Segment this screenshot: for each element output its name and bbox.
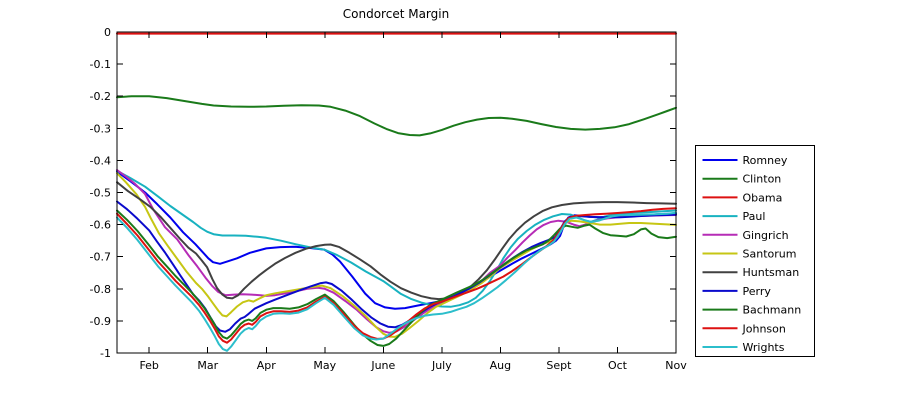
legend-label-gingrich: Gingrich (743, 229, 789, 242)
legend-item: Johnson (702, 322, 786, 335)
legend-box (695, 145, 815, 357)
y-axis-labels: 0 -0.1 -0.2 -0.3 -0.4 -0.5 -0.6 -0.7 -0.8 -0.9 -1 (90, 26, 111, 360)
chart-title: Condorcet Margin (343, 7, 449, 21)
series-lines (116, 32, 677, 352)
legend-label-santorum: Santorum (743, 248, 797, 261)
x-axis-labels: Feb Mar Apr May June July Aug Sept Oct Nov (139, 359, 687, 372)
legend-label-obama: Obama (743, 191, 783, 204)
legend-item: Perry (702, 285, 772, 298)
series-line-johnson (116, 207, 677, 344)
legend-item: Clinton (702, 173, 782, 186)
legend: Romney Clinton Obama Paul Gingrich Santorum Hu… (695, 145, 815, 357)
x-tick-label: Aug (490, 359, 511, 372)
y-tick-label: -0.9 (90, 315, 111, 328)
legend-item: Obama (702, 191, 783, 204)
y-tick-label: -0.3 (90, 122, 111, 135)
series-line-bachmann (116, 209, 677, 347)
legend-item: Paul (702, 210, 766, 223)
y-tick-label: -0.1 (90, 58, 111, 71)
series-line-clinton (116, 95, 677, 137)
legend-label-johnson: Johnson (742, 322, 786, 335)
legend-item: Bachmann (702, 304, 802, 317)
x-tick-label: May (313, 359, 336, 372)
legend-label-perry: Perry (743, 285, 772, 298)
y-tick-label: 0 (104, 26, 111, 39)
legend-label-bachmann: Bachmann (743, 304, 802, 317)
y-tick-label: -0.2 (90, 90, 111, 103)
legend-label-huntsman: Huntsman (743, 266, 800, 279)
x-tick-label: Apr (257, 359, 277, 372)
x-tick-label: Oct (608, 359, 628, 372)
series-line-huntsman (116, 181, 677, 301)
series-line-wrights (116, 211, 677, 352)
legend-item: Romney (702, 154, 788, 167)
legend-label-romney: Romney (743, 154, 788, 167)
x-tick-label: Sept (546, 359, 572, 372)
legend-item: Wrights (702, 341, 785, 354)
x-tick-label: Nov (665, 359, 687, 372)
y-tick-label: -0.4 (90, 154, 111, 167)
x-tick-label: July (431, 359, 452, 372)
y-tick-label: -0.7 (90, 251, 111, 264)
y-tick-label: -0.8 (90, 283, 111, 296)
y-tick-label: -1 (100, 347, 111, 360)
legend-item: Santorum (702, 248, 797, 261)
x-tick-label: June (370, 359, 395, 372)
y-tick-label: -0.6 (90, 219, 111, 232)
legend-item: Huntsman (702, 266, 800, 279)
x-tick-label: Mar (197, 359, 218, 372)
y-tick-label: -0.5 (90, 187, 111, 200)
x-tick-label: Feb (139, 359, 158, 372)
legend-label-paul: Paul (743, 210, 766, 223)
legend-label-wrights: Wrights (743, 341, 785, 354)
legend-label-clinton: Clinton (743, 173, 782, 186)
legend-item: Gingrich (702, 229, 789, 242)
axis-ticks (117, 31, 677, 354)
